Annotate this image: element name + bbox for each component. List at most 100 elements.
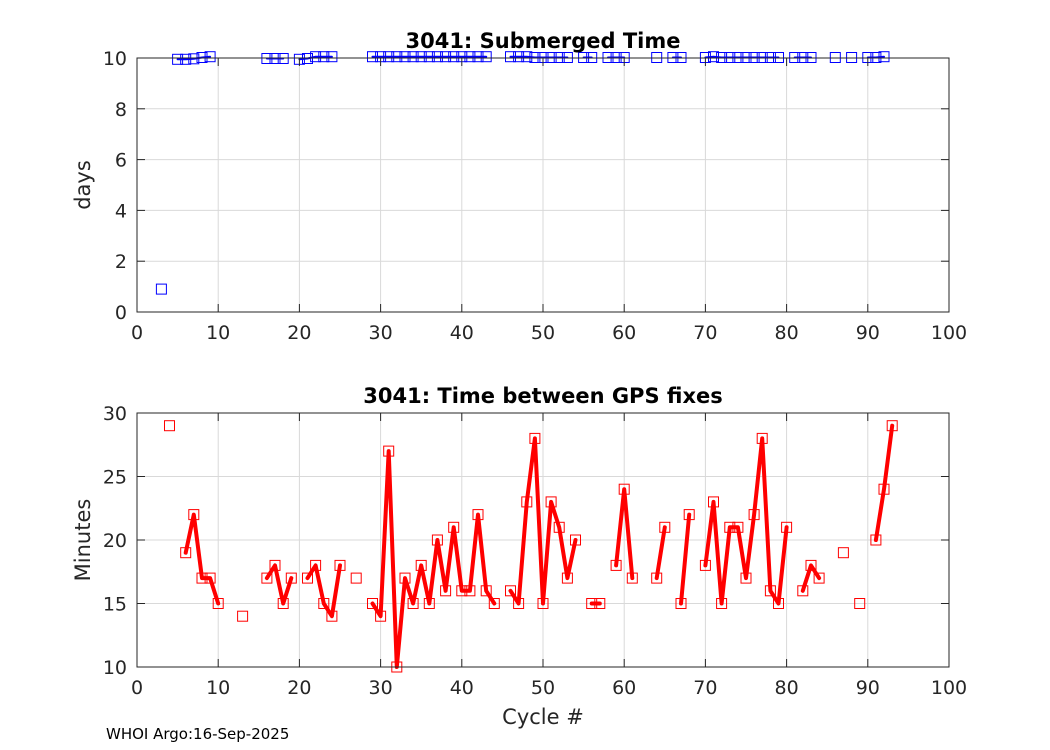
- data-point: [155, 283, 167, 295]
- footer-credit: WHOI Argo:16-Sep-2025: [106, 725, 290, 743]
- series-line-segment: [264, 563, 294, 606]
- data-point: [764, 585, 776, 597]
- series-line-segment: [183, 512, 221, 606]
- series-line-segment: [508, 436, 578, 606]
- series-line-segment: [305, 563, 342, 619]
- x-tick-label: 20: [287, 677, 311, 699]
- data-point: [854, 598, 866, 609]
- data-point: [318, 51, 330, 63]
- x-tick-label: 60: [612, 677, 636, 699]
- data-point: [570, 534, 581, 546]
- data-point: [553, 521, 565, 533]
- data-point: [626, 572, 638, 584]
- data-point: [837, 547, 849, 559]
- x-tick-label: 70: [693, 322, 717, 344]
- y-axis-label: Minutes: [71, 499, 95, 582]
- x-tick-label: 80: [775, 677, 799, 699]
- data-point: [164, 420, 175, 432]
- series-markers: [164, 420, 898, 673]
- data-point: [651, 572, 663, 584]
- data-point: [472, 509, 484, 521]
- data-point: [561, 572, 573, 584]
- data-point: [334, 559, 346, 571]
- data-point: [472, 51, 484, 63]
- y-tick-label: 15: [103, 594, 127, 616]
- data-point: [431, 534, 443, 546]
- data-point: [480, 51, 492, 63]
- x-tick-label: 40: [450, 322, 474, 344]
- data-point: [708, 496, 719, 508]
- data-point: [545, 496, 557, 508]
- data-point: [683, 509, 695, 521]
- x-tick-label: 10: [206, 322, 230, 344]
- data-point: [367, 598, 378, 609]
- submerged-time-axes: 0 10 20 30 40 50 60 70 80 90 100 0 2 4 6 8 10 3041: Sub…: [71, 29, 967, 344]
- data-point: [285, 572, 297, 584]
- x-tick-label: 0: [131, 322, 143, 344]
- series-line-segment: [679, 512, 692, 606]
- data-point: [675, 598, 687, 609]
- y-tick-label: 25: [103, 467, 127, 489]
- data-point: [440, 585, 452, 597]
- data-point: [529, 432, 541, 444]
- series-line-segment: [873, 423, 895, 542]
- y-tick-labels: 0 2 4 6 8 10: [103, 48, 127, 324]
- data-point: [586, 598, 598, 609]
- data-point: [188, 53, 200, 65]
- data-point: [399, 572, 411, 584]
- data-point: [513, 598, 525, 609]
- data-point: [480, 585, 492, 597]
- x-tick-label: 50: [531, 322, 555, 344]
- data-point: [699, 559, 711, 571]
- data-point: [805, 559, 817, 571]
- y-axis-label: days: [71, 160, 95, 210]
- data-point: [724, 521, 736, 533]
- tick-marks: [136, 412, 950, 668]
- data-point: [261, 572, 273, 584]
- y-tick-label: 8: [115, 99, 127, 121]
- data-point: [732, 521, 744, 533]
- y-tick-label: 10: [103, 48, 127, 70]
- data-point: [537, 598, 549, 609]
- data-point: [440, 51, 452, 63]
- data-point: [423, 51, 435, 63]
- data-point: [618, 483, 630, 495]
- series-line-segment: [654, 525, 667, 581]
- data-point: [310, 51, 322, 63]
- data-point: [204, 572, 216, 584]
- data-point: [180, 547, 192, 559]
- y-tick-label: 4: [115, 200, 127, 222]
- y-tick-labels: 10 15 20 25 30: [103, 403, 127, 679]
- y-tick-label: 6: [115, 150, 127, 172]
- data-point: [383, 445, 395, 457]
- x-tick-label: 30: [369, 322, 393, 344]
- data-point: [464, 51, 476, 63]
- data-point: [708, 51, 719, 63]
- series-line-segment: [614, 487, 635, 581]
- x-tick-label: 90: [856, 322, 880, 344]
- series-line: [183, 423, 895, 669]
- y-tick-label: 0: [115, 302, 127, 324]
- x-tick-label: 0: [131, 677, 143, 699]
- series-line-segment: [370, 449, 497, 669]
- data-point: [521, 496, 533, 508]
- y-tick-label: 10: [103, 657, 127, 679]
- data-point: [716, 598, 728, 609]
- data-point: [659, 521, 671, 533]
- y-tick-label: 2: [115, 251, 127, 273]
- data-point: [310, 559, 322, 571]
- x-tick-labels: 0 10 20 30 40 50 60 70 80 90 100: [131, 322, 967, 344]
- x-tick-label: 50: [531, 677, 555, 699]
- data-point: [415, 559, 427, 571]
- chart-title: 3041: Time between GPS fixes: [363, 384, 723, 408]
- data-point: [350, 572, 362, 584]
- data-point: [781, 521, 793, 533]
- data-point: [415, 51, 427, 63]
- data-point: [431, 51, 443, 63]
- data-point: [748, 509, 760, 521]
- data-point: [172, 53, 184, 65]
- x-tick-label: 10: [206, 677, 230, 699]
- x-tick-label: 30: [369, 677, 393, 699]
- x-tick-label: 100: [931, 677, 967, 699]
